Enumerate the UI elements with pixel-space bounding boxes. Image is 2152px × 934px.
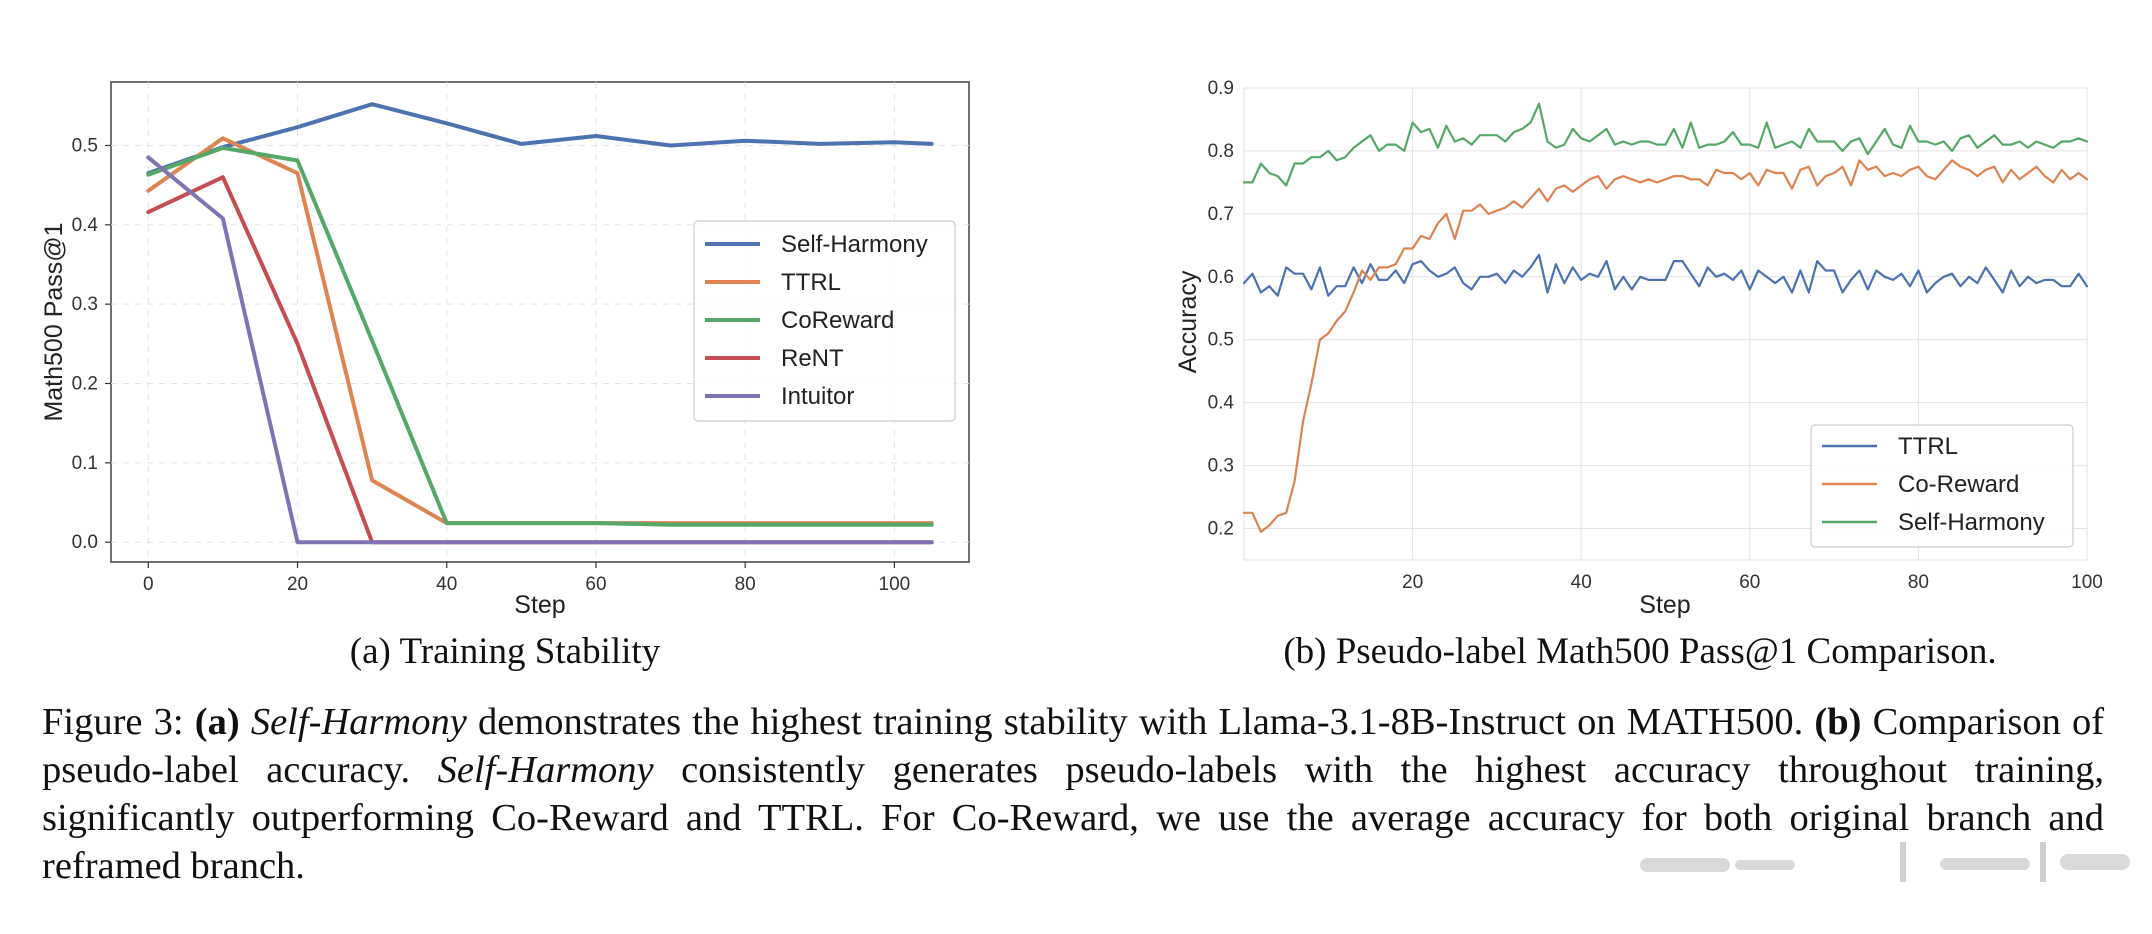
- series-line-co-reward: [1242, 159, 2089, 533]
- watermark-mark: [1640, 842, 2130, 882]
- y-tick-label: 0.2: [1208, 519, 1234, 540]
- caption-part-a-text: demonstrates the highest training stabil…: [477, 701, 1804, 743]
- y-tick-label: 0.0: [72, 532, 98, 553]
- chart-b-series: [1242, 102, 2089, 533]
- chart-b-ticks: 20 40 60 80 100 0.2 0.3 0.4 0.5 0.6 0.7 0.8 0.9: [1208, 78, 2103, 593]
- caption-part-a-marker: (a): [194, 701, 240, 743]
- chart-a-ticks: 0 20 40 60 80 100 0.0 0.1 0.2 0.3 0.4 0.5: [72, 135, 911, 595]
- legend-label: Intuitor: [781, 383, 854, 410]
- y-tick-label: 0.5: [72, 135, 98, 156]
- series-line-ttrl: [1242, 253, 2089, 297]
- subcaption-b: (b) Pseudo-label Math500 Pass@1 Comparis…: [1283, 631, 1996, 672]
- chart-a-legend: Self-Harmony TTRL CoReward ReNT Intuitor: [693, 220, 956, 422]
- y-tick-label: 0.9: [1208, 78, 1234, 99]
- y-tick-label: 0.4: [1208, 393, 1235, 414]
- y-tick-label: 0.7: [1208, 204, 1234, 225]
- y-tick-label: 0.3: [1208, 456, 1234, 477]
- legend-label: TTRL: [781, 269, 841, 296]
- caption-label: Figure 3:: [42, 701, 184, 743]
- x-tick-label: 40: [1571, 572, 1592, 593]
- y-tick-label: 0.5: [1208, 330, 1234, 351]
- x-tick-label: 100: [2071, 572, 2103, 593]
- y-tick-label: 0.6: [1208, 267, 1234, 288]
- x-tick-label: 0: [143, 574, 154, 595]
- y-tick-label: 0.2: [72, 373, 98, 394]
- series-line-intuitor: [146, 155, 934, 545]
- x-tick-label: 60: [1739, 572, 1760, 593]
- x-tick-label: 100: [879, 574, 911, 595]
- x-tick-label: 40: [436, 574, 457, 595]
- x-tick-label: 20: [287, 574, 308, 595]
- figure-caption: Figure 3: (a) Self-Harmony demonstrates …: [42, 698, 2104, 890]
- legend-label: Self-Harmony: [1898, 509, 2045, 536]
- chart-a-series: [146, 102, 934, 545]
- y-tick-label: 0.1: [72, 453, 98, 474]
- series-line-coreward: [146, 145, 934, 527]
- x-tick-label: 20: [1402, 572, 1423, 593]
- x-tick-label: 80: [735, 574, 756, 595]
- chart-b-pseudo-label: 20 40 60 80 100 0.2 0.3 0.4 0.5 0.6 0.7 0.8 0.9 Step…: [1174, 78, 2103, 619]
- subcaption-a: (a) Training Stability: [350, 631, 661, 672]
- chart-a-xlabel: Step: [514, 591, 565, 619]
- chart-b-ylabel: Accuracy: [1174, 270, 1202, 373]
- legend-label: ReNT: [781, 345, 844, 372]
- x-tick-label: 60: [585, 574, 606, 595]
- series-line-self-harmony: [146, 102, 934, 176]
- legend-label: Self-Harmony: [781, 231, 928, 258]
- chart-a-legend-box: [693, 220, 956, 422]
- chart-b-xlabel: Step: [1639, 591, 1690, 619]
- caption-part-b-text-2: consistently generates pseudo-labels wit…: [42, 749, 2104, 887]
- caption-part-b-method: Self-Harmony: [437, 749, 654, 791]
- y-tick-label: 0.8: [1208, 141, 1234, 162]
- chart-b-legend-box: [1810, 424, 2074, 548]
- legend-label: Co-Reward: [1898, 471, 2019, 498]
- chart-b-legend: TTRL Co-Reward Self-Harmony: [1810, 424, 2074, 548]
- caption-part-a-method: Self-Harmony: [250, 701, 467, 743]
- caption-part-b-marker: (b): [1814, 701, 1862, 743]
- chart-a-training-stability: 0 20 40 60 80 100 0.0 0.1 0.2 0.3 0.4 0.5 Step Math…: [40, 81, 970, 619]
- y-tick-label: 0.3: [72, 294, 98, 315]
- caption-part-b-text-1: Comparison of pseudo-label accuracy.: [42, 701, 2105, 791]
- x-tick-label: 80: [1908, 572, 1929, 593]
- y-tick-label: 0.4: [72, 215, 99, 236]
- chart-a-ylabel: Math500 Pass@1: [40, 222, 68, 421]
- series-line-self-harmony: [1242, 102, 2089, 187]
- legend-label: TTRL: [1898, 433, 1958, 460]
- legend-label: CoReward: [781, 307, 894, 334]
